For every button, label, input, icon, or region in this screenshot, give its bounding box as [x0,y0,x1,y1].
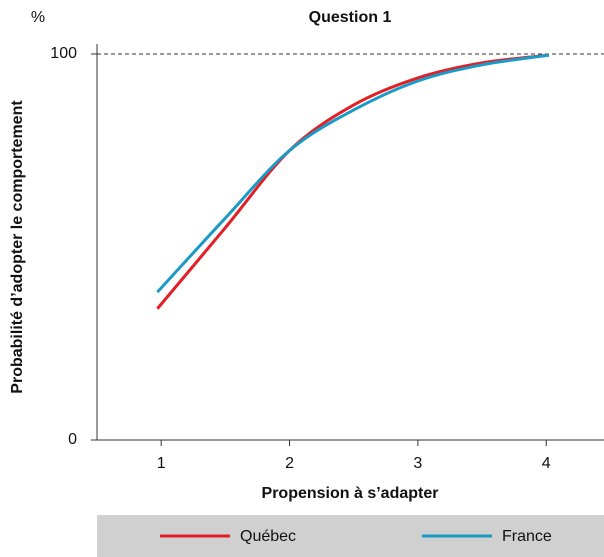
y-unit: % [31,9,45,26]
x-tick-label: 4 [542,455,551,472]
y-axis-label: Probabilité d’adopter le comportement [9,100,26,394]
y-tick-label: 0 [68,431,77,448]
chart-title: Question 1 [309,9,392,26]
series-line [156,53,550,294]
x-axis-label: Propension à s’adapter [262,485,439,502]
series-line [156,53,549,310]
x-tick-label: 2 [285,455,294,472]
x-tick-label: 3 [413,455,422,472]
legend-label: France [502,528,552,545]
y-tick-label: 100 [50,45,77,62]
x-tick-label: 1 [157,455,166,472]
legend-label: Québec [240,528,296,545]
